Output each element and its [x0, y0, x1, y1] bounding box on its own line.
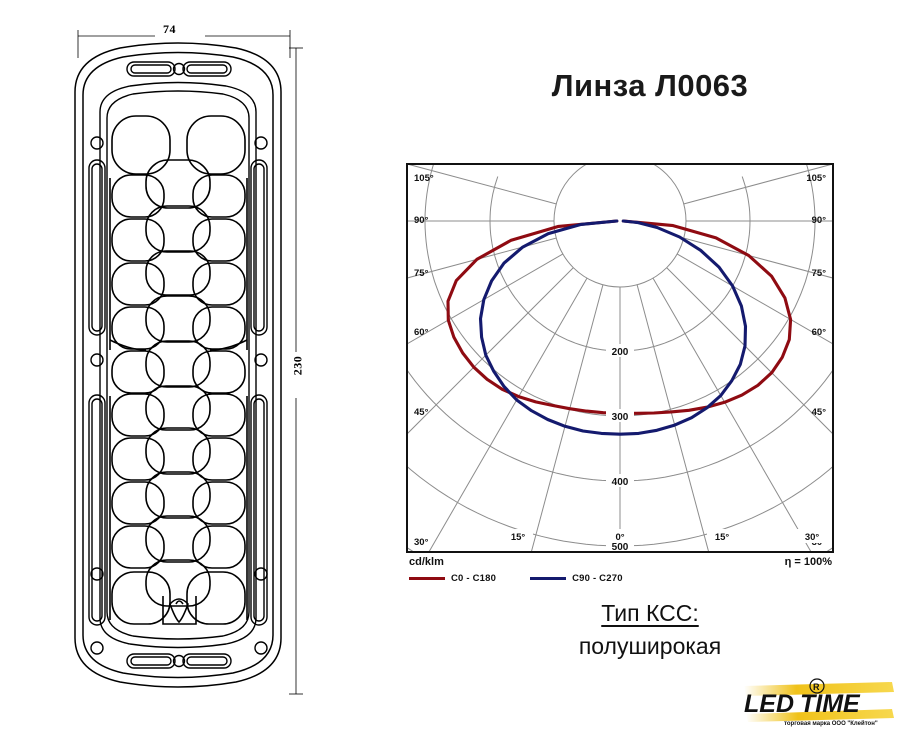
ledtime-logo-svg: LED TIME R торговая марка ООО "Клейтон" — [744, 678, 894, 727]
svg-text:105°: 105° — [414, 173, 434, 184]
legend-items: C0 - C180 C90 - C270 — [409, 573, 623, 584]
page-title: Линза Л0063 — [551, 68, 749, 103]
legend-swatch-blue — [530, 577, 567, 580]
lens-drawing-svg — [74, 30, 303, 695]
kss-label: Тип КСС: — [601, 600, 699, 626]
registered-mark-circle — [809, 678, 825, 694]
svg-text:75°: 75° — [812, 268, 827, 279]
logo-bottom-stripe — [746, 709, 894, 722]
cd-per-klm-label: cd/klm — [409, 556, 444, 568]
legend-item-c90-c270: C90 - C270 — [530, 573, 623, 584]
svg-text:400: 400 — [612, 477, 629, 488]
legend-item-c0-c180: C0 - C180 — [409, 573, 496, 584]
logo-top-stripe — [744, 682, 894, 696]
lens-body-outline — [74, 42, 282, 688]
svg-text:60°: 60° — [414, 327, 429, 338]
svg-text:60°: 60° — [812, 327, 827, 338]
lens-inner-frame — [99, 81, 257, 649]
logo-text-led: LED — [744, 690, 794, 718]
svg-text:200: 200 — [612, 347, 629, 358]
registered-mark-letter: R — [813, 682, 820, 692]
svg-text:30°: 30° — [414, 537, 429, 548]
lens-cell-array — [109, 115, 248, 625]
dimension-height-label: 230 — [290, 355, 305, 376]
logo-tagline: торговая марка ООО "Клейтон" — [784, 720, 878, 727]
logo-text-time: TIME — [800, 690, 861, 718]
legend-label-c90-c270: C90 - C270 — [572, 573, 623, 584]
svg-text:30°: 30° — [805, 532, 820, 543]
efficiency-label: η = 100% — [784, 556, 832, 568]
side-rails — [88, 136, 268, 655]
polar-intensity-chart: 200300400500600105°90°75°60°45°30°105°90… — [406, 163, 834, 553]
legend-swatch-red — [409, 577, 445, 580]
svg-text:90°: 90° — [414, 215, 429, 226]
svg-text:0°: 0° — [615, 532, 624, 543]
svg-text:500: 500 — [612, 542, 629, 553]
svg-text:90°: 90° — [812, 215, 827, 226]
svg-text:300: 300 — [612, 412, 629, 423]
svg-text:105°: 105° — [806, 173, 826, 184]
polar-chart-svg: 200300400500600105°90°75°60°45°30°105°90… — [406, 163, 834, 553]
info-pane: Линза Л0063 200300400500600105°90°75°60°… — [400, 0, 900, 727]
mounting-slots — [126, 61, 232, 669]
dimension-lines — [77, 30, 303, 695]
svg-text:45°: 45° — [812, 407, 827, 418]
lens-drawing-pane: 74 230 — [0, 0, 400, 727]
legend-label-c0-c180: C0 - C180 — [451, 573, 497, 584]
svg-text:45°: 45° — [414, 407, 429, 418]
svg-text:15°: 15° — [715, 532, 730, 543]
svg-text:15°: 15° — [511, 532, 526, 543]
dimension-width-label: 74 — [163, 22, 176, 36]
kss-value: полуширокая — [578, 633, 722, 659]
ledtime-logo: LED TIME R торговая марка ООО "Клейтон" — [742, 678, 900, 727]
chart-legend-row: cd/klm η = 100% C0 - C180 C90 - C270 — [406, 556, 834, 590]
kss-block: Тип КСС: полуширокая — [400, 600, 900, 660]
svg-text:75°: 75° — [414, 268, 429, 279]
